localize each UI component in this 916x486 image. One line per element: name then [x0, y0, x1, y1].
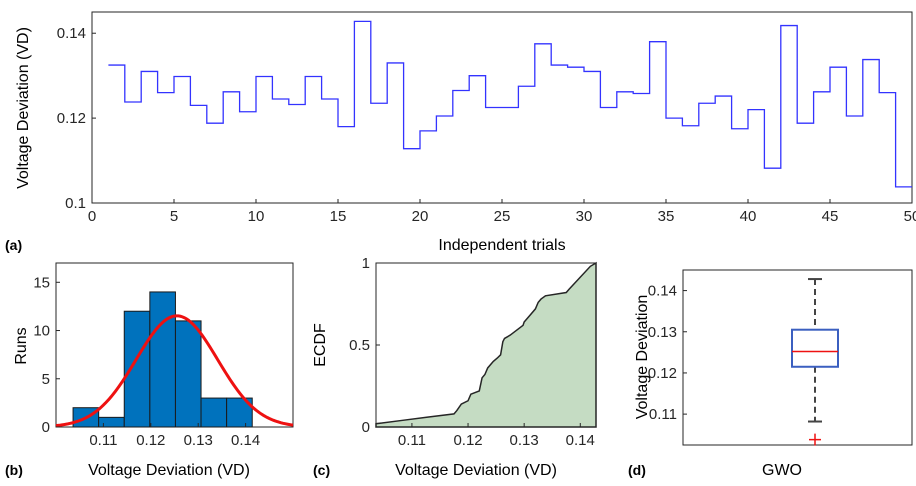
b-ytick-label: 15 [33, 274, 50, 291]
xlabel-b: Voltage Deviation (VD) [88, 462, 250, 479]
iqr-box [791, 328, 839, 368]
a-xtick-label: 25 [494, 208, 511, 225]
xlabel-a: Independent trials [438, 237, 565, 254]
b-ytick-label: 5 [42, 371, 50, 388]
b-xtick-label: 0.14 [231, 432, 260, 449]
b-xtick-label: 0.13 [184, 432, 213, 449]
a-xtick-label: 20 [412, 208, 429, 225]
panel-b: 0.11 0.12 0.13 0.14 0 5 10 15 Voltage Deviation… [5, 262, 294, 479]
c-xtick-label: 0.12 [453, 432, 482, 449]
a-xtick-label: 5 [170, 208, 178, 225]
d-ytick-label: 0.14 [648, 283, 677, 300]
a-xtick-label: 45 [822, 208, 839, 225]
ecdf-area [375, 261, 597, 428]
c-xtick-label: 0.11 [398, 432, 426, 449]
panel-label-a: (a) [5, 237, 22, 253]
b-xtick-label: 0.11 [89, 432, 117, 449]
xlabel-c: Voltage Deviation (VD) [395, 462, 557, 479]
b-ytick-label: 0 [42, 419, 50, 436]
ylabel-b: Runs [13, 327, 30, 364]
a-xtick-label: 0 [88, 208, 96, 225]
c-xtick-label: 0.14 [566, 432, 595, 449]
a-ytick-label: 0.14 [57, 25, 86, 42]
ylabel-d: Voltage Deviation [634, 295, 651, 420]
c-ytick-label: 0.5 [349, 337, 370, 354]
c-ytick-label: 0 [362, 419, 370, 436]
c-ytick-label: 1 [362, 255, 370, 272]
panel-d: 0.11 0.12 0.13 0.14 GWO Voltage Deviation (… [628, 269, 913, 479]
a-xtick-label: 40 [740, 208, 757, 225]
b-xtick-label: 0.12 [136, 432, 165, 449]
d-ytick-label: 0.13 [648, 324, 677, 341]
a-xtick-label: 30 [576, 208, 593, 225]
normal-fit-curve [55, 314, 294, 428]
a-ytick-label: 0.12 [57, 110, 86, 127]
a-xtick-label: 10 [248, 208, 265, 225]
a-xtick-label: 35 [658, 208, 675, 225]
histogram-bar [200, 397, 228, 428]
b-ytick-label: 10 [33, 323, 50, 340]
ylabel-a: Voltage Deviation (VD) [15, 27, 32, 189]
xlabel-d: GWO [762, 462, 802, 479]
a-xtick-label: 15 [330, 208, 347, 225]
panel-c: 0.11 0.12 0.13 0.14 0 0.5 1 Voltage Deviation … [312, 255, 597, 479]
panel-label-b: (b) [5, 462, 23, 478]
c-xtick-label: 0.13 [510, 432, 539, 449]
histogram-bar [123, 310, 151, 428]
a-ytick-label: 0.1 [65, 195, 86, 212]
histogram-bar [174, 320, 202, 428]
panel-label-d: (d) [628, 462, 646, 478]
histogram-bar [98, 416, 125, 428]
series-line-a [108, 20, 912, 188]
d-ytick-label: 0.11 [649, 406, 677, 423]
d-ytick-label: 0.12 [648, 365, 677, 382]
panel-label-c: (c) [313, 462, 330, 478]
ylabel-c: ECDF [312, 323, 329, 367]
histogram-bar [149, 291, 176, 428]
outlier-marker [809, 433, 821, 446]
panel-a: 0 5 10 15 20 25 30 35 40 45 50 0.1 0.12 0.14 Independ… [5, 11, 916, 254]
a-xtick-label: 50 [904, 208, 916, 225]
